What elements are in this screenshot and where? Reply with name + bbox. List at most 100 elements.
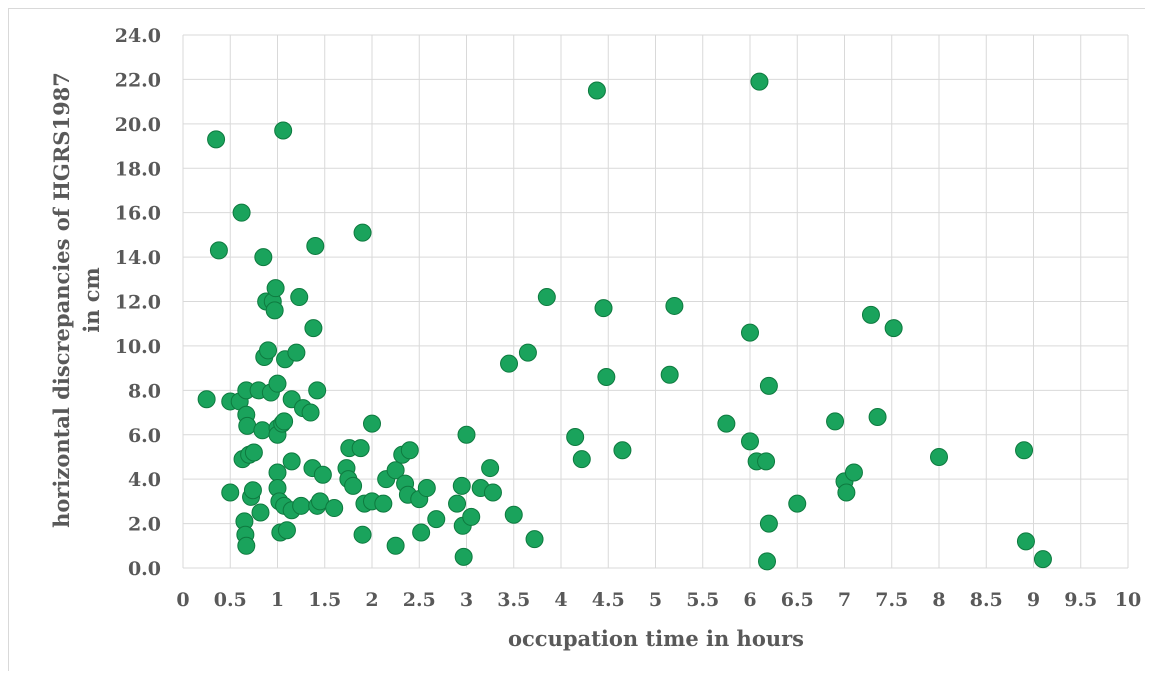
data-point xyxy=(788,494,807,513)
data-point xyxy=(594,299,613,318)
data-point xyxy=(587,81,606,100)
x-tick-label: 2 xyxy=(365,589,378,611)
data-point xyxy=(237,536,256,555)
data-point xyxy=(868,407,887,426)
y-tick-label: 8.0 xyxy=(128,380,161,402)
x-tick-label: 0.5 xyxy=(214,589,247,611)
data-point xyxy=(275,412,294,431)
x-tick-label: 9 xyxy=(1027,589,1040,611)
data-point xyxy=(304,319,323,338)
data-point xyxy=(243,481,262,500)
x-tick-label: 7.5 xyxy=(875,589,908,611)
data-point xyxy=(207,130,226,149)
x-tick-label: 6 xyxy=(743,589,756,611)
x-axis-title: occupation time in hours xyxy=(508,626,804,651)
data-point xyxy=(386,536,405,555)
data-point xyxy=(374,494,393,513)
data-point xyxy=(518,343,537,362)
data-point xyxy=(268,463,287,482)
data-point xyxy=(427,510,446,529)
y-tick-label: 12.0 xyxy=(115,292,161,314)
x-tick-label: 7 xyxy=(838,589,851,611)
data-point xyxy=(537,288,556,307)
data-point xyxy=(292,496,311,515)
data-point xyxy=(274,121,293,140)
data-point xyxy=(325,499,344,518)
data-point xyxy=(351,439,370,458)
data-point xyxy=(884,319,903,338)
data-point xyxy=(452,476,471,495)
data-point xyxy=(287,343,306,362)
data-point xyxy=(308,381,327,400)
data-point xyxy=(282,452,301,471)
data-point xyxy=(290,288,309,307)
x-tick-label: 4 xyxy=(554,589,567,611)
chart-frame xyxy=(8,8,1145,671)
y-axis-title-line-2: in cm xyxy=(79,267,104,333)
y-tick-label: 2.0 xyxy=(128,514,161,536)
data-point xyxy=(209,241,228,260)
data-point xyxy=(363,414,381,433)
data-point xyxy=(266,279,285,298)
y-tick-label: 0.0 xyxy=(128,558,161,580)
data-point xyxy=(483,483,502,502)
data-point xyxy=(197,390,216,409)
data-point xyxy=(221,483,240,502)
y-tick-label: 4.0 xyxy=(128,469,161,491)
data-point xyxy=(353,223,372,242)
y-tick-label: 22.0 xyxy=(115,69,161,91)
data-point xyxy=(613,441,632,460)
data-point xyxy=(259,341,278,360)
data-point xyxy=(741,323,759,342)
data-point xyxy=(244,443,263,462)
x-tick-label: 3.5 xyxy=(497,589,530,611)
data-point xyxy=(844,463,863,482)
data-point xyxy=(251,503,270,522)
data-point xyxy=(525,530,544,549)
data-point xyxy=(386,461,405,480)
data-point xyxy=(412,523,431,542)
data-point xyxy=(265,301,284,320)
data-point xyxy=(759,376,778,395)
data-point xyxy=(417,479,436,498)
data-point xyxy=(717,414,736,433)
x-tick-label: 5 xyxy=(649,589,662,611)
data-point xyxy=(454,547,473,566)
data-point xyxy=(457,425,476,444)
data-point xyxy=(665,296,684,315)
x-tick-label: 3 xyxy=(460,589,473,611)
data-point xyxy=(759,514,778,533)
data-point xyxy=(597,368,616,387)
data-point xyxy=(757,452,776,471)
y-tick-label: 16.0 xyxy=(115,203,161,225)
data-point xyxy=(268,374,287,393)
data-point xyxy=(254,248,273,267)
x-tick-label: 8 xyxy=(932,589,945,611)
y-tick-label: 6.0 xyxy=(128,425,161,447)
x-tick-label: 1 xyxy=(271,589,284,611)
data-point xyxy=(930,447,948,466)
data-point xyxy=(448,494,467,513)
data-point xyxy=(500,354,519,373)
data-point xyxy=(277,521,296,540)
x-tick-label: 0 xyxy=(176,589,189,611)
data-point xyxy=(660,365,679,384)
y-tick-label: 10.0 xyxy=(115,336,161,358)
data-point xyxy=(861,305,880,324)
y-axis-title-line-1: horizontal discrepancies of HGRS1987 xyxy=(49,72,74,528)
data-point xyxy=(313,465,332,484)
y-tick-labels: 0.0 2.0 4.0 6.0 8.0 10.0 12.0 14.0 16.0 18.0 20.0 2… xyxy=(115,25,161,580)
x-tick-label: 1.5 xyxy=(308,589,341,611)
y-tick-label: 14.0 xyxy=(115,247,161,269)
data-point xyxy=(504,505,523,524)
data-point xyxy=(566,427,585,446)
data-point xyxy=(758,552,777,571)
data-point xyxy=(253,421,272,440)
data-point xyxy=(462,507,481,526)
data-point xyxy=(1033,550,1052,569)
y-tick-label: 24.0 xyxy=(115,25,161,47)
x-tick-label: 6.5 xyxy=(781,589,814,611)
x-tick-label: 5.5 xyxy=(686,589,719,611)
data-point xyxy=(837,483,856,502)
